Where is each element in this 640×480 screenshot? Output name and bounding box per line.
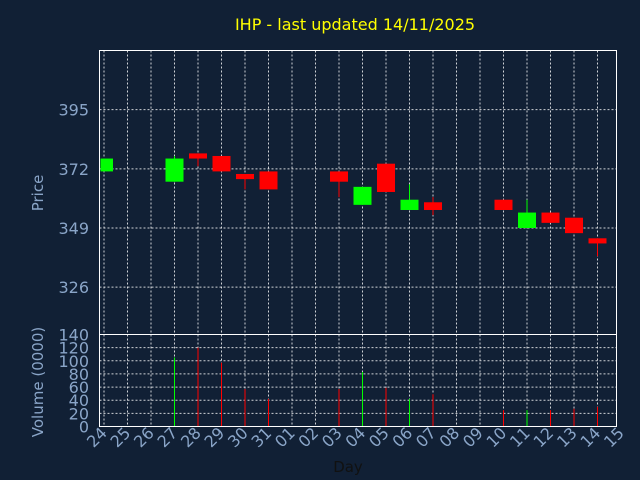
volume-tick-label: 120 [58,339,89,358]
price-grid [99,50,617,335]
volume-tick-label: 100 [58,352,89,371]
candle-body [353,186,372,205]
price-tick-labels: 326 349 372 395 [58,101,89,297]
day-tick-label: 15 [600,423,628,451]
price-tick-label: 372 [58,160,89,179]
volume-axis-label: Volume (0000) [29,327,47,437]
candle-body [330,171,348,182]
candle-body [424,202,442,210]
volume-panel-frame [99,334,617,427]
price-tick-label: 349 [58,219,89,238]
candle-body [165,158,184,182]
volume-tick-label: 40 [69,391,89,410]
chart-title: IHP - last updated 14/11/2025 [235,15,475,34]
candlestick-series [100,153,607,257]
x-axis-label: Day [333,458,363,476]
candle-body [518,212,536,228]
candle-body [541,212,560,223]
price-tick-label: 395 [58,101,89,120]
candle-body [259,171,278,190]
volume-tick-label: 140 [58,326,89,345]
volume-grid [99,334,617,427]
candle-body [565,217,583,234]
volume-tick-label: 0 [79,418,89,437]
volume-tick-label: 60 [69,378,89,397]
price-tick-label: 326 [58,278,89,297]
volume-tick-label: 20 [69,404,89,423]
volume-tick-label: 80 [69,365,89,384]
price-axis-label: Price [29,175,47,212]
candle-body [494,199,513,210]
day-tick-labels: 2425262728293031010203040506070809101112… [83,423,628,451]
volume-series [174,347,598,427]
candle-body [212,155,231,172]
candle-body [400,199,419,210]
candle-body [377,163,395,192]
candle-body [100,158,113,172]
candle-body [189,153,207,159]
candle-body [236,173,254,180]
candle-body [588,238,607,244]
